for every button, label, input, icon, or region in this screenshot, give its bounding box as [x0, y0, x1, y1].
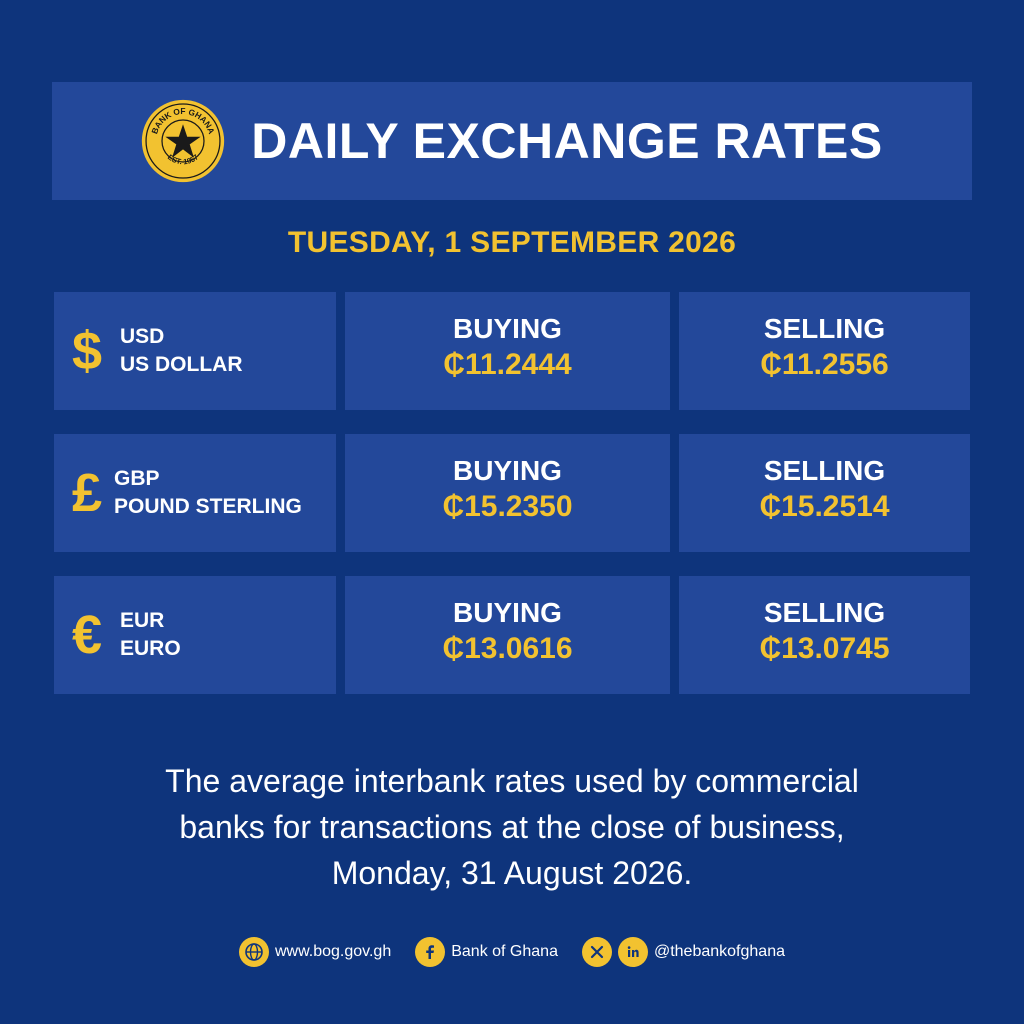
- header-banner: BANK OF GHANA EST. 1957 DAILY EXCHANGE R…: [52, 82, 972, 200]
- selling-cell: SELLING ₵11.2556: [679, 292, 970, 410]
- rate-row-gbp: £ GBP POUND STERLING BUYING ₵15.2350 SEL…: [54, 434, 970, 552]
- buying-label: BUYING: [453, 455, 562, 486]
- dollar-icon: $: [72, 321, 103, 381]
- currency-cell: $ USD US DOLLAR: [54, 292, 336, 410]
- note-line: banks for transactions at the close of b…: [179, 809, 845, 845]
- currency-name: POUND STERLING: [114, 495, 302, 518]
- buying-rate: ₵11.2444: [443, 348, 572, 381]
- website-link[interactable]: www.bog.gov.gh: [239, 937, 391, 967]
- handle-text: @thebankofghana: [653, 943, 785, 960]
- buying-label: BUYING: [453, 313, 562, 344]
- buying-cell: BUYING ₵13.0616: [345, 576, 670, 694]
- rate-row-eur: € EUR EURO BUYING ₵13.0616 SELLING ₵13.0…: [54, 576, 970, 694]
- currency-name: EURO: [120, 637, 181, 660]
- buying-label: BUYING: [453, 597, 562, 628]
- globe-icon: [239, 937, 269, 967]
- bank-of-ghana-logo: BANK OF GHANA EST. 1957: [142, 99, 225, 183]
- currency-cell: € EUR EURO: [54, 576, 336, 694]
- footer: www.bog.gov.gh Bank of Ghana @thebankofg…: [0, 934, 1024, 970]
- x-icon: [581, 937, 612, 967]
- currency-code: USD: [120, 325, 165, 348]
- selling-cell: SELLING ₵13.0745: [679, 576, 970, 694]
- selling-rate: ₵15.2514: [759, 490, 890, 523]
- currency-code: EUR: [120, 609, 165, 632]
- svg-text:EST. 1957: EST. 1957: [166, 152, 200, 166]
- website-text: www.bog.gov.gh: [275, 943, 392, 960]
- selling-rate: ₵13.0745: [759, 632, 890, 665]
- note-line: The average interbank rates used by comm…: [165, 763, 859, 799]
- buying-rate: ₵13.0616: [442, 632, 573, 665]
- currency-label: GBP POUND STERLING: [114, 465, 302, 521]
- buying-rate: ₵15.2350: [442, 490, 573, 523]
- selling-rate: ₵11.2556: [760, 348, 889, 381]
- currency-name: US DOLLAR: [120, 353, 243, 376]
- rates-note: The average interbank rates used by comm…: [100, 758, 924, 896]
- social-handle[interactable]: @thebankofghana: [581, 937, 785, 967]
- rate-row-usd: $ USD US DOLLAR BUYING ₵11.2444 SELLING …: [54, 292, 970, 410]
- logo-text-bottom: EST. 1957: [166, 152, 200, 166]
- rate-date: TUESDAY, 1 SEPTEMBER 2026: [287, 226, 737, 259]
- facebook-link[interactable]: Bank of Ghana: [415, 937, 558, 967]
- currency-cell: £ GBP POUND STERLING: [54, 434, 336, 552]
- buying-cell: BUYING ₵11.2444: [345, 292, 670, 410]
- selling-cell: SELLING ₵15.2514: [679, 434, 970, 552]
- linkedin-icon: [617, 937, 648, 967]
- selling-label: SELLING: [763, 455, 886, 486]
- selling-label: SELLING: [763, 313, 886, 344]
- selling-label: SELLING: [763, 597, 886, 628]
- facebook-icon: [415, 937, 446, 967]
- facebook-text: Bank of Ghana: [451, 943, 558, 960]
- note-line: Monday, 31 August 2026.: [331, 855, 693, 891]
- euro-icon: €: [72, 605, 103, 665]
- pound-icon: £: [72, 463, 103, 523]
- page-title: DAILY EXCHANGE RATES: [251, 113, 883, 169]
- buying-cell: BUYING ₵15.2350: [345, 434, 670, 552]
- currency-code: GBP: [114, 467, 160, 490]
- currency-label: EUR EURO: [120, 607, 181, 663]
- currency-label: USD US DOLLAR: [120, 323, 243, 379]
